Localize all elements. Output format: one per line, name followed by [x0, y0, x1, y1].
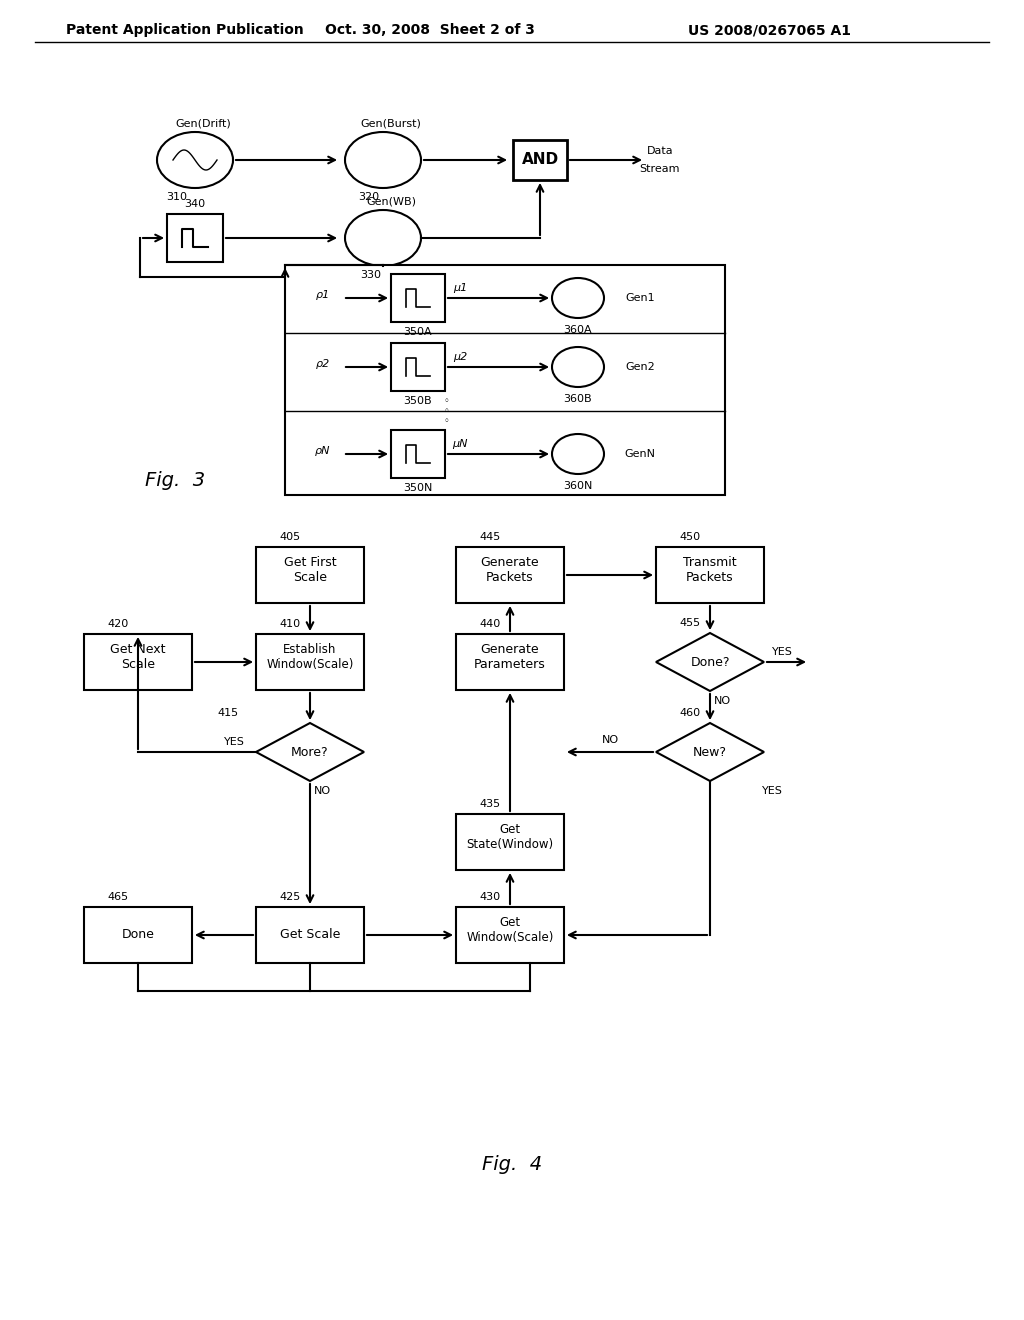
Text: Get Scale: Get Scale [280, 928, 340, 941]
Ellipse shape [552, 434, 604, 474]
Text: Gen2: Gen2 [625, 362, 655, 372]
Text: Get First
Scale: Get First Scale [284, 556, 336, 583]
Text: 360A: 360A [563, 325, 592, 335]
Ellipse shape [157, 132, 233, 187]
Text: Patent Application Publication: Patent Application Publication [67, 22, 304, 37]
Text: Stream: Stream [640, 164, 680, 174]
Text: 350B: 350B [403, 396, 432, 407]
Text: Done: Done [122, 928, 155, 941]
Text: Get
State(Window): Get State(Window) [467, 822, 554, 851]
Text: μ2: μ2 [453, 352, 467, 362]
Text: 320: 320 [358, 191, 380, 202]
Text: 435: 435 [479, 799, 501, 809]
Text: 465: 465 [108, 892, 129, 902]
Text: 360B: 360B [563, 393, 592, 404]
Text: Get Next
Scale: Get Next Scale [111, 643, 166, 671]
Text: Gen(Drift): Gen(Drift) [175, 119, 230, 129]
Text: GenN: GenN [625, 449, 655, 459]
FancyBboxPatch shape [256, 907, 364, 964]
Text: ◦: ◦ [443, 396, 449, 407]
Text: 420: 420 [108, 619, 129, 630]
Text: 445: 445 [479, 532, 501, 543]
Text: Data: Data [647, 147, 674, 156]
Text: 310: 310 [167, 191, 187, 202]
Text: Oct. 30, 2008  Sheet 2 of 3: Oct. 30, 2008 Sheet 2 of 3 [325, 22, 535, 37]
Text: 360N: 360N [563, 480, 593, 491]
FancyBboxPatch shape [513, 140, 567, 180]
Text: ρN: ρN [315, 446, 331, 455]
FancyBboxPatch shape [391, 275, 445, 322]
FancyBboxPatch shape [656, 546, 764, 603]
Text: 410: 410 [280, 619, 301, 630]
FancyBboxPatch shape [456, 907, 564, 964]
Text: More?: More? [291, 746, 329, 759]
Text: Generate
Packets: Generate Packets [480, 556, 540, 583]
Text: YES: YES [771, 647, 793, 657]
Text: Generate
Parameters: Generate Parameters [474, 643, 546, 671]
Text: 330: 330 [360, 271, 382, 280]
Text: 350N: 350N [403, 483, 433, 492]
Text: 415: 415 [217, 708, 239, 718]
Text: NO: NO [313, 785, 331, 796]
Text: 405: 405 [280, 532, 301, 543]
Text: ρ2: ρ2 [315, 359, 330, 370]
FancyBboxPatch shape [285, 265, 725, 495]
Text: 455: 455 [680, 618, 700, 628]
FancyBboxPatch shape [84, 634, 193, 690]
Text: 440: 440 [479, 619, 501, 630]
Text: NO: NO [714, 696, 730, 706]
Text: AND: AND [521, 153, 558, 168]
Text: μN: μN [453, 440, 468, 449]
Text: 460: 460 [680, 708, 700, 718]
Text: Done?: Done? [690, 656, 730, 668]
Text: YES: YES [223, 737, 245, 747]
FancyBboxPatch shape [391, 343, 445, 391]
Text: 340: 340 [184, 199, 206, 209]
FancyBboxPatch shape [456, 814, 564, 870]
Text: Establish
Window(Scale): Establish Window(Scale) [266, 643, 353, 671]
Text: Fig.  4: Fig. 4 [482, 1155, 542, 1175]
Text: Gen(WB): Gen(WB) [366, 197, 416, 207]
Text: Gen(Burst): Gen(Burst) [360, 119, 422, 129]
FancyBboxPatch shape [256, 546, 364, 603]
Text: ◦: ◦ [443, 407, 449, 416]
Text: ◦: ◦ [443, 416, 449, 426]
FancyBboxPatch shape [167, 214, 223, 261]
FancyBboxPatch shape [456, 546, 564, 603]
Ellipse shape [345, 210, 421, 267]
Text: ρ1: ρ1 [315, 290, 330, 300]
Text: NO: NO [601, 735, 618, 744]
Text: 350A: 350A [403, 327, 432, 337]
Text: Get
Window(Scale): Get Window(Scale) [466, 916, 554, 944]
Text: US 2008/0267065 A1: US 2008/0267065 A1 [688, 22, 852, 37]
Text: 430: 430 [479, 892, 501, 902]
Text: New?: New? [693, 746, 727, 759]
Ellipse shape [552, 279, 604, 318]
Polygon shape [656, 634, 764, 690]
FancyBboxPatch shape [84, 907, 193, 964]
Text: Fig.  3: Fig. 3 [145, 470, 205, 490]
Ellipse shape [552, 347, 604, 387]
Text: 425: 425 [280, 892, 301, 902]
Text: YES: YES [762, 785, 782, 796]
Text: 450: 450 [680, 532, 700, 543]
FancyBboxPatch shape [256, 634, 364, 690]
Polygon shape [256, 723, 364, 781]
FancyBboxPatch shape [391, 430, 445, 478]
Ellipse shape [345, 132, 421, 187]
Text: Gen1: Gen1 [626, 293, 654, 304]
Polygon shape [656, 723, 764, 781]
FancyBboxPatch shape [456, 634, 564, 690]
Text: μ1: μ1 [453, 282, 467, 293]
Text: Transmit
Packets: Transmit Packets [683, 556, 737, 583]
